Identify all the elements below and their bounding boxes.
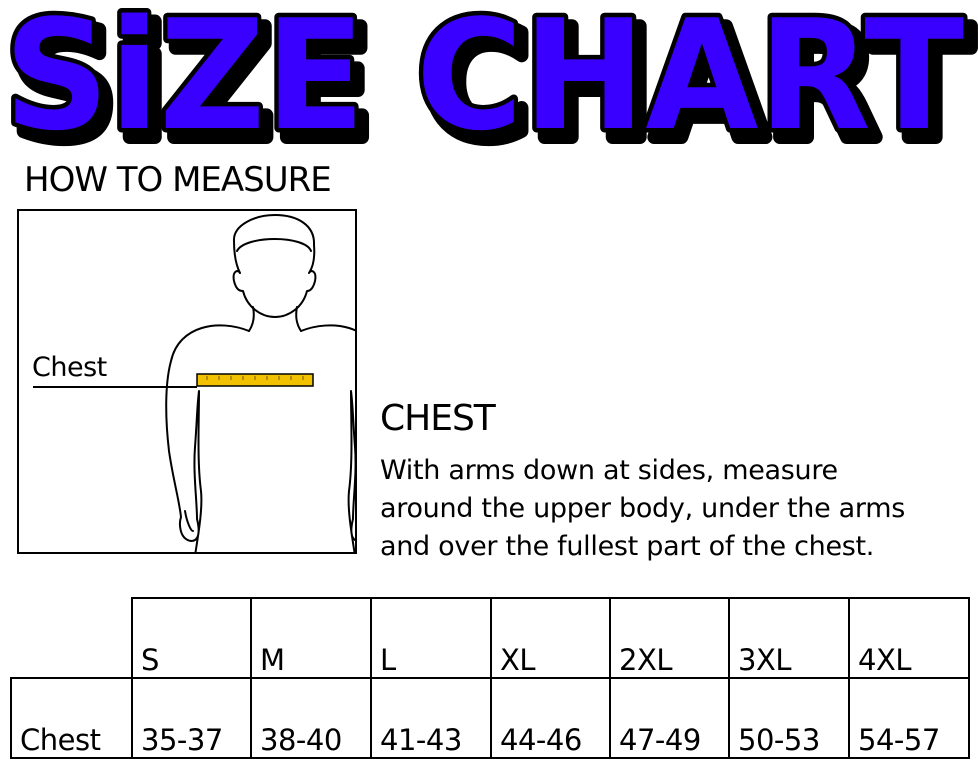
chest-instructions-line: and over the fullest part of the chest. (380, 531, 875, 562)
size-header-cell: 2XL (609, 597, 730, 679)
how-to-measure-heading: HOW TO MEASURE (24, 160, 332, 200)
size-2xl: 2XL (619, 643, 672, 677)
chest-value-xl: 44-46 (500, 723, 582, 757)
title-graphic: SiZE CHART SiZE CHART (0, 0, 978, 150)
chest-instructions: With arms down at sides, measure around … (380, 452, 978, 566)
size-3xl: 3XL (738, 643, 791, 677)
size-chart-title: SiZE CHART SiZE CHART (0, 0, 978, 150)
size-header-row: S M L XL 2XL 3XL 4XL (11, 597, 970, 679)
chest-value-cell: 38-40 (250, 677, 372, 759)
chest-value-cell: 50-53 (728, 677, 850, 759)
size-4xl: 4XL (858, 643, 911, 677)
chest-instructions-line: With arms down at sides, measure (380, 455, 838, 486)
size-m: M (260, 643, 285, 677)
title-text: SiZE CHART (4, 0, 964, 150)
size-header-cell: 4XL (848, 597, 970, 679)
size-l: L (380, 643, 396, 677)
chest-value-2xl: 47-49 (619, 723, 701, 757)
chest-value-cell: 54-57 (848, 677, 970, 759)
chest-value-4xl: 54-57 (858, 723, 940, 757)
measure-figure (17, 209, 357, 554)
size-header-cell: S (131, 597, 252, 679)
chest-value-s: 35-37 (141, 723, 223, 757)
body-outline-icon (33, 214, 355, 552)
size-header-cell: 3XL (728, 597, 850, 679)
size-table: S M L XL 2XL 3XL 4XL Chest 35-37 38-40 4… (10, 597, 970, 759)
size-xl: XL (500, 643, 536, 677)
row-label-chest: Chest (20, 723, 101, 757)
figure-chest-label: Chest (32, 352, 107, 383)
chest-value-m: 38-40 (260, 723, 342, 757)
size-header-cell: L (370, 597, 492, 679)
size-s: S (141, 643, 159, 677)
size-header-cell: M (250, 597, 372, 679)
chest-heading: CHEST (380, 398, 496, 439)
chest-row: Chest 35-37 38-40 41-43 44-46 47-49 50-5… (10, 677, 970, 759)
chest-value-3xl: 50-53 (738, 723, 820, 757)
chest-value-cell: 47-49 (609, 677, 730, 759)
size-header-cell: XL (490, 597, 611, 679)
row-label-cell: Chest (10, 677, 133, 759)
chest-value-cell: 44-46 (490, 677, 611, 759)
chest-value-cell: 41-43 (370, 677, 492, 759)
title-shadow: SiZE CHART (12, 0, 972, 150)
chest-value-l: 41-43 (380, 723, 462, 757)
table-corner (11, 598, 132, 678)
chest-instructions-line: around the upper body, under the arms (380, 493, 906, 524)
chest-value-cell: 35-37 (131, 677, 252, 759)
